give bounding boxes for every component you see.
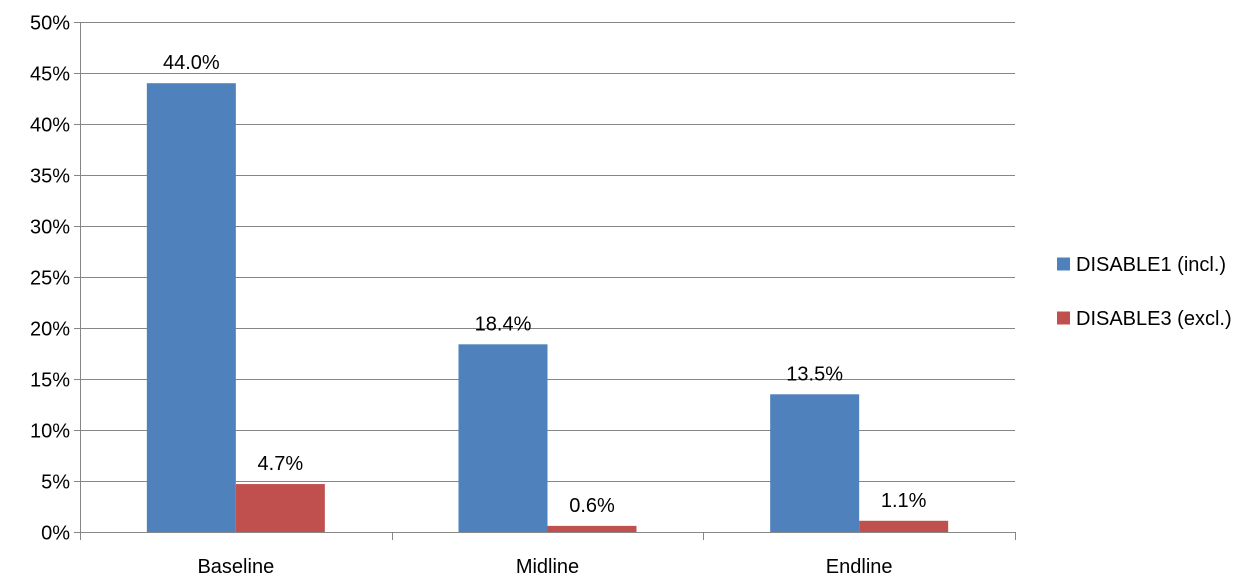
data-label: 13.5% [786, 363, 843, 385]
y-tick-label: 25% [30, 268, 70, 290]
data-label: 18.4% [475, 313, 532, 335]
x-tick-label: Midline [516, 556, 579, 577]
x-tick-label: Endline [826, 556, 893, 577]
legend: DISABLE1 (incl.) DISABLE3 (excl.) [1057, 254, 1232, 330]
bar-midline-series-1 [458, 344, 548, 532]
y-tick-label: 40% [30, 115, 70, 137]
y-tick-label: 20% [30, 319, 70, 341]
legend-swatch [1057, 257, 1070, 271]
y-tick-label: 5% [41, 472, 70, 494]
y-tick-label: 0% [41, 523, 70, 545]
y-tick-label: 30% [30, 217, 70, 239]
legend-swatch [1057, 311, 1070, 325]
y-tick-label: 15% [30, 370, 70, 392]
y-tick-label: 50% [30, 13, 70, 35]
bar-midline-series-2 [547, 525, 637, 532]
data-label: 1.1% [881, 490, 927, 512]
y-tick-label: 10% [30, 421, 70, 443]
y-tick-label: 35% [30, 166, 70, 188]
data-label: 4.7% [258, 453, 304, 475]
x-axis: Baseline Midline Endline [80, 22, 1016, 577]
y-tick-label: 45% [30, 64, 70, 86]
legend-label: DISABLE3 (excl.) [1076, 308, 1232, 330]
data-label: 0.6% [569, 495, 615, 517]
bar-baseline-series-1 [146, 83, 236, 532]
bar-endline-series-1 [770, 394, 860, 532]
legend-label: DISABLE1 (incl.) [1076, 254, 1226, 276]
y-axis-tick-labels: 0% 5% 10% 15% 20% 25% 30% 35% 40% 45% 50% [30, 13, 70, 545]
data-labels: 44.0% 4.7% 18.4% 0.6% 13.5% 1.1% [163, 52, 927, 517]
bar-baseline-series-2 [235, 484, 325, 532]
data-label: 44.0% [163, 52, 220, 74]
bars [146, 83, 949, 532]
x-tick-label: Baseline [197, 556, 274, 577]
bar-endline-series-2 [859, 520, 949, 532]
